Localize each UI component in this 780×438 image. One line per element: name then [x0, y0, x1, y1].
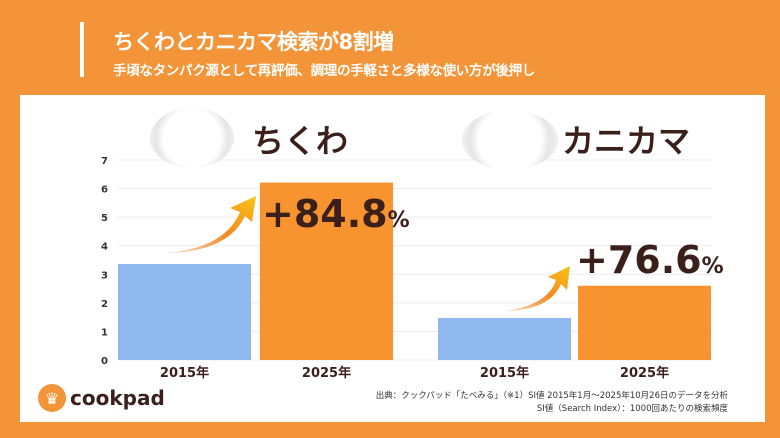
y-tick-label: 7: [101, 156, 108, 167]
bar-kanikama-2015年: [438, 318, 571, 360]
cookpad-logo: ♛ cookpad: [38, 384, 165, 412]
group-label-kanikama: カニカマ: [562, 122, 691, 160]
y-tick-label: 5: [101, 213, 108, 224]
y-tick-label: 4: [101, 242, 108, 253]
kanikama-image: [462, 110, 558, 170]
change-label-chikuwa: +84.8%: [262, 192, 410, 236]
y-tick-label: 1: [101, 327, 108, 338]
growth-arrow-chikuwa: [166, 196, 256, 253]
logo-text: cookpad: [70, 386, 165, 410]
y-tick-label: 0: [101, 356, 108, 367]
x-tick-label: 2025年: [302, 365, 351, 381]
change-label-kanikama: +76.6%: [576, 238, 724, 282]
bar-kanikama-2025年: [578, 285, 711, 360]
page-title: ちくわとカニカマ検索が8割増: [113, 30, 394, 54]
bar-chikuwa-2015年: [118, 264, 251, 360]
page-subtitle: 手頃なタンパク源として再評価、調理の手軽さと多様な使い方が後押し: [113, 63, 535, 79]
y-tick-label: 2: [101, 299, 108, 310]
group-label-chikuwa: ちくわ: [252, 122, 349, 160]
x-tick-label: 2015年: [480, 365, 529, 381]
source-line-1: 出典：クックパッド「たべみる」（※1）SI値 2015年1月～2025年10月2…: [375, 391, 728, 401]
title-accent-bar: [80, 22, 84, 77]
chef-hat-icon: ♛: [38, 384, 66, 412]
y-tick-label: 6: [101, 185, 108, 196]
growth-arrow-kanikama: [505, 266, 570, 311]
y-tick-label: 3: [101, 270, 108, 281]
source-line-2: SI値（Search Index）：1000回あたりの検索頻度: [536, 404, 728, 414]
bar-chikuwa-2025年: [260, 182, 393, 360]
x-tick-label: 2025年: [620, 365, 669, 381]
x-tick-label: 2015年: [160, 365, 209, 381]
chikuwa-image: [150, 108, 234, 168]
